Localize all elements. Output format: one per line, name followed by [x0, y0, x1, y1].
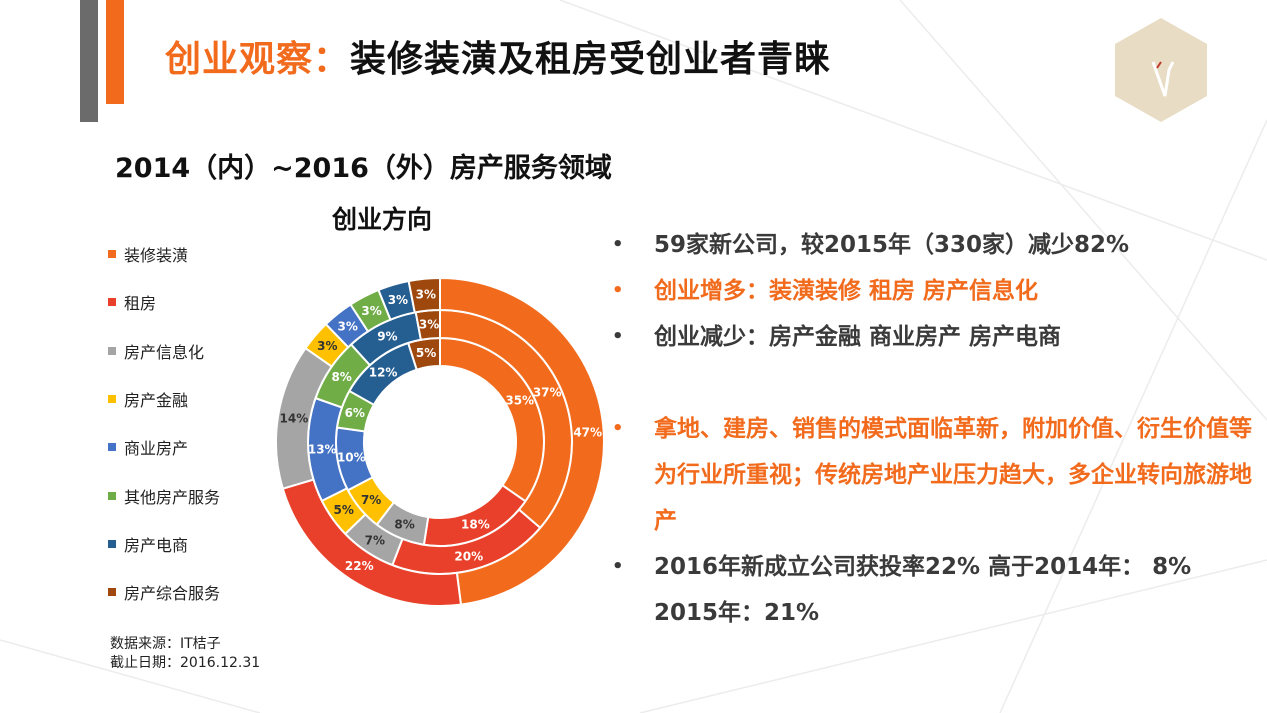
legend-swatch	[108, 250, 116, 259]
legend-swatch	[108, 539, 116, 548]
legend-item: 房产综合服务	[108, 568, 220, 616]
bullet-text: 拿地、建房、销售的模式面临革新，附加价值、衍生价值等为行业所重视；传统房地产业压…	[654, 416, 1252, 534]
legend-swatch	[108, 588, 116, 597]
donut-data-label: 10%	[337, 450, 366, 464]
donut-data-label: 3%	[388, 293, 408, 307]
donut-slice	[407, 276, 441, 314]
legend-swatch	[108, 443, 116, 452]
bullet-text: 创业减少：房产金融 商业房产 房产电商	[654, 324, 1062, 350]
donut-data-label: 3%	[416, 288, 436, 302]
legend-label: 其他房产服务	[124, 487, 221, 507]
legend-item: 商业房产	[108, 423, 220, 471]
bullet-dot: •	[612, 234, 624, 255]
donut-chart: 35% 18% 8% 7% 10% 6% 12% 5% 37% 20% 7% 5% 13% 8% 9% 3% 4…	[275, 276, 605, 607]
donut-data-label: 12%	[369, 365, 398, 379]
legend-item: 房产电商	[108, 520, 220, 568]
donut-data-label: 47%	[573, 426, 602, 440]
logo-icon	[1115, 18, 1207, 122]
legend-label: 商业房产	[124, 439, 189, 459]
legend-swatch	[108, 395, 116, 404]
bullet-item: • 创业增多：装潢装修 租房 房产信息化	[612, 268, 1252, 314]
date-line: 截止日期：2016.12.31	[110, 655, 261, 671]
bullet-item: • 59家新公司，较2015年（330家）减少82%	[612, 222, 1252, 268]
donut-data-label: 13%	[308, 442, 337, 456]
donut-data-label: 3%	[317, 339, 337, 353]
donut-data-label: 3%	[419, 318, 439, 332]
donut-data-label: 37%	[533, 386, 562, 400]
bullet-text: 2016年新成立公司获投率22% 高于2014年： 8% 2015年：21%	[654, 554, 1192, 626]
decor-bar-gray	[80, 0, 98, 122]
bullet-dot: •	[612, 280, 624, 301]
legend-label: 租房	[124, 294, 157, 314]
donut-data-label: 5%	[334, 503, 354, 517]
donut-data-label: 8%	[331, 370, 351, 384]
donut-data-label: 9%	[377, 329, 397, 343]
legend-swatch	[108, 346, 116, 355]
bullet-list: • 59家新公司，较2015年（330家）减少82% • 创业增多：装潢装修 租…	[612, 222, 1252, 636]
bullet-dot: •	[612, 556, 624, 577]
legend-swatch	[108, 491, 116, 500]
page-title-accent: 创业观察：	[165, 39, 351, 80]
legend-item: 装修装潢	[108, 230, 220, 278]
legend-label: 房产金融	[124, 391, 189, 411]
bullet-item: • 拿地、建房、销售的模式面临革新，附加价值、衍生价值等为行业所重视；传统房地产…	[612, 406, 1252, 544]
donut-data-label: 3%	[361, 304, 381, 318]
page-title: 创业观察：装修装潢及租房受创业者青睐	[165, 30, 831, 82]
donut-data-label: 7%	[361, 493, 381, 507]
decor-bar-orange	[106, 0, 124, 104]
legend-label: 房产信息化	[124, 342, 205, 362]
donut-data-label: 20%	[454, 549, 483, 563]
legend-item: 其他房产服务	[108, 471, 220, 519]
bullet-text: 创业增多：装潢装修 租房 房产信息化	[654, 278, 1039, 304]
legend-label: 房产综合服务	[124, 584, 221, 604]
page-title-main: 装修装潢及租房受创业者青睐	[350, 39, 832, 80]
bullet-item: • 创业减少：房产金融 商业房产 房产电商	[612, 314, 1252, 360]
bullet-dot: •	[612, 326, 624, 347]
data-source: 数据来源：IT桔子 截止日期：2016.12.31	[110, 635, 260, 673]
legend-label: 房产电商	[124, 535, 189, 555]
donut-data-label: 8%	[394, 518, 414, 532]
chart-subtitle: 2014（内）~2016（外）房产服务领域	[115, 153, 612, 184]
donut-slice	[439, 276, 605, 606]
donut-data-label: 3%	[338, 319, 358, 333]
donut-data-label: 14%	[280, 411, 309, 425]
legend-swatch	[108, 298, 116, 307]
chart-title: 创业方向	[332, 205, 433, 234]
chart-legend: 装修装潢租房房产信息化房产金融商业房产其他房产服务 房产电商房产综合服务	[108, 230, 220, 616]
donut-data-label: 7%	[365, 533, 385, 547]
donut-data-label: 5%	[416, 346, 436, 360]
legend-item: 房产信息化	[108, 327, 220, 375]
donut-data-label: 22%	[345, 559, 374, 573]
donut-data-label: 35%	[505, 393, 534, 407]
donut-data-label: 6%	[345, 406, 365, 420]
bullet-dot: •	[612, 418, 624, 439]
legend-label: 装修装潢	[124, 246, 189, 266]
donut-data-label: 18%	[461, 518, 490, 532]
bullet-item: • 2016年新成立公司获投率22% 高于2014年： 8% 2015年：21%	[612, 544, 1252, 636]
source-line: 数据来源：IT桔子	[110, 636, 221, 652]
bullet-text: 59家新公司，较2015年（330家）减少82%	[654, 232, 1130, 258]
legend-item: 房产金融	[108, 375, 220, 423]
legend-item: 租房	[108, 278, 220, 326]
